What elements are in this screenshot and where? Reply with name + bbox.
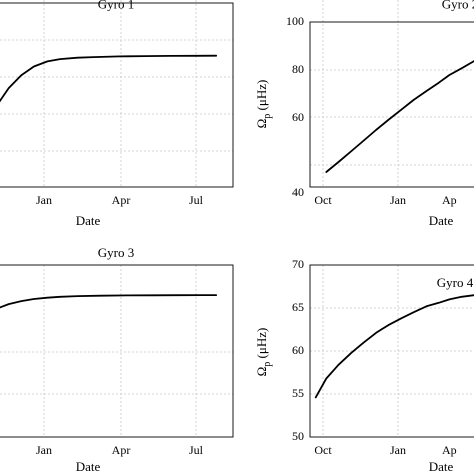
- gyro-2-x-axis-label: Date: [429, 213, 454, 228]
- gyro-3-grid: [0, 265, 233, 437]
- gyro-3-axes-frame: [0, 264, 234, 438]
- gyro-3-x-ticks: Jan Apr Jul: [36, 443, 204, 457]
- gyro-1-series-line: [0, 54, 218, 103]
- gyro-1-x-ticks: Jan Apr Jul: [36, 193, 204, 207]
- gyro-2-x-ticks: Oct Jan Ap: [314, 193, 456, 207]
- gyro-2-series-line: [325, 60, 474, 173]
- gyro-4-ytick-55: 55: [292, 386, 304, 400]
- panel-gyro-1: Gyro 1 Jan Apr Jul Date: [0, 0, 234, 228]
- gyro-3-xtick-apr: Apr: [112, 443, 131, 457]
- gyro-2-xtick-apr: Ap: [442, 193, 457, 207]
- gyro-2-xtick-jan: Jan: [390, 193, 406, 207]
- gyro-2-y-ticks: 40 60 80 100: [286, 14, 304, 199]
- gyro-4-series-line: [314, 294, 474, 399]
- gyro-4-ytick-65: 65: [292, 300, 304, 314]
- gyro-2-ytick-100: 100: [286, 14, 304, 28]
- gyro-1-xtick-jan: Jan: [36, 193, 52, 207]
- gyro-3-xtick-jan: Jan: [36, 443, 52, 457]
- gyro-2-grid: [310, 0, 474, 187]
- gyro-4-title: Gyro 4: [437, 275, 474, 290]
- gyro-1-x-axis-label: Date: [76, 213, 101, 228]
- gyro-4-ytick-70: 70: [292, 257, 304, 271]
- gyro-4-grid: [310, 265, 474, 437]
- gyro-2-y-axis-label: Ωp (μHz): [254, 80, 273, 129]
- gyro-1-grid: [0, 0, 233, 187]
- gyro-1-xtick-apr: Apr: [112, 193, 131, 207]
- gyro-1-axes-frame: [0, 2, 234, 188]
- gyro-4-ytick-50: 50: [292, 429, 304, 443]
- gyro-4-x-ticks: Oct Jan Ap: [314, 443, 456, 457]
- gyro-4-y-ticks: 50 55 60 65 70: [292, 257, 304, 443]
- panel-gyro-2: Gyro 2 40 60 80 100 Oct Jan Ap Date Ωp (…: [254, 0, 474, 228]
- gyro-2-xtick-oct: Oct: [314, 193, 332, 207]
- panel-gyro-3: Gyro 3 Jan Apr Jul Date: [0, 245, 234, 474]
- gyro-1-title: Gyro 1: [98, 0, 134, 12]
- gyro-2-ytick-80: 80: [292, 62, 304, 76]
- gyro-2-title: Gyro 2: [442, 0, 474, 12]
- gyro-4-xtick-oct: Oct: [314, 443, 332, 457]
- gyro-4-xtick-apr: Ap: [442, 443, 457, 457]
- gyro-3-series-line: [0, 294, 218, 309]
- gyro-1-xtick-jul: Jul: [189, 193, 204, 207]
- gyro-2-ytick-40: 40: [292, 185, 304, 199]
- gyro-4-y-axis-label: Ωp (μHz): [254, 328, 273, 377]
- gyro-4-xtick-jan: Jan: [390, 443, 406, 457]
- panel-gyro-4: Gyro 4 50 55 60 65 70 Oct Jan Ap Date Ωp…: [254, 257, 474, 474]
- gyro-2-axes-frame: [309, 21, 474, 188]
- gyro-4-ytick-60: 60: [292, 343, 304, 357]
- gyro-3-x-axis-label: Date: [76, 459, 101, 474]
- gyro-2-ytick-60: 60: [292, 110, 304, 124]
- gyro-4-x-axis-label: Date: [429, 459, 454, 474]
- gyro-3-title: Gyro 3: [98, 245, 134, 260]
- gyro-4-axes-frame: [309, 264, 474, 438]
- gyro-3-xtick-jul: Jul: [189, 443, 204, 457]
